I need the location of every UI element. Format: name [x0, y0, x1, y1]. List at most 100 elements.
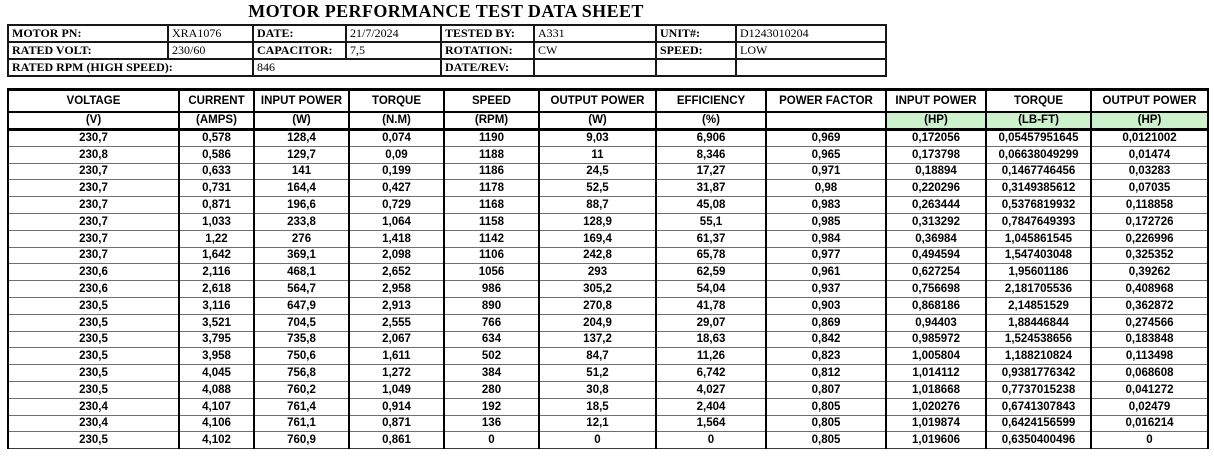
data-cell[interactable]: 0,172056 [885, 129, 987, 147]
data-cell[interactable]: 293 [538, 263, 657, 282]
data-cell[interactable]: 1,188210824 [985, 347, 1092, 366]
data-cell[interactable]: 305,2 [538, 280, 657, 298]
data-cell[interactable]: 384 [443, 364, 540, 382]
data-cell[interactable]: 761,1 [253, 414, 350, 433]
data-cell[interactable]: 0,07035 [1090, 179, 1209, 198]
data-cell[interactable]: 564,7 [253, 280, 350, 298]
data-cell[interactable]: 0,868186 [885, 296, 987, 315]
data-cell[interactable]: 0,871 [178, 196, 255, 214]
data-cell[interactable]: 0,09 [348, 145, 445, 164]
data-cell[interactable]: 0,274566 [1090, 313, 1209, 332]
data-cell[interactable]: 3,958 [178, 347, 255, 366]
data-cell[interactable]: 6,906 [655, 129, 767, 147]
data-cell[interactable]: 11,26 [655, 347, 767, 366]
data-cell[interactable]: 230,5 [7, 380, 180, 399]
data-cell[interactable]: 2,181705536 [985, 280, 1092, 298]
data-cell[interactable]: 230,5 [7, 296, 180, 315]
data-cell[interactable]: 1168 [443, 196, 540, 214]
data-cell[interactable]: 88,7 [538, 196, 657, 214]
data-cell[interactable]: 0,903 [765, 296, 887, 315]
data-cell[interactable]: 1,95601186 [985, 263, 1092, 282]
data-cell[interactable]: 230,8 [7, 145, 180, 164]
data-cell[interactable]: 169,4 [538, 229, 657, 248]
data-cell[interactable]: 0,362872 [1090, 296, 1209, 315]
data-cell[interactable]: 766 [443, 313, 540, 332]
data-cell[interactable]: 0,0121002 [1090, 129, 1209, 147]
data-cell[interactable]: 1,564 [655, 414, 767, 433]
data-cell[interactable]: 136 [443, 414, 540, 433]
data-cell[interactable]: 17,27 [655, 162, 767, 181]
data-cell[interactable]: 750,6 [253, 347, 350, 366]
data-cell[interactable]: 0,983 [765, 196, 887, 214]
data-cell[interactable]: 30,8 [538, 380, 657, 399]
data-cell[interactable]: 0,226996 [1090, 229, 1209, 248]
data-cell[interactable]: 204,9 [538, 313, 657, 332]
data-cell[interactable]: 270,8 [538, 296, 657, 315]
data-cell[interactable]: 1190 [443, 129, 540, 147]
tested-by-value[interactable]: A331 [533, 24, 657, 43]
empty-cell[interactable] [655, 58, 737, 77]
data-cell[interactable]: 0,6741307843 [985, 397, 1092, 416]
data-cell[interactable]: 2,652 [348, 263, 445, 282]
data-cell[interactable]: 0,6424156599 [985, 414, 1092, 433]
data-cell[interactable]: 3,521 [178, 313, 255, 332]
data-cell[interactable]: 1,418 [348, 229, 445, 248]
data-cell[interactable]: 11 [538, 145, 657, 164]
data-cell[interactable]: 0,971 [765, 162, 887, 181]
data-cell[interactable]: 1,88446844 [985, 313, 1092, 332]
data-cell[interactable]: 1178 [443, 179, 540, 198]
data-cell[interactable]: 0,408968 [1090, 280, 1209, 298]
data-cell[interactable]: 230,7 [7, 212, 180, 231]
data-cell[interactable]: 986 [443, 280, 540, 298]
data-cell[interactable]: 233,8 [253, 212, 350, 231]
data-cell[interactable]: 128,4 [253, 129, 350, 147]
data-cell[interactable]: 1106 [443, 246, 540, 265]
data-cell[interactable]: 2,098 [348, 246, 445, 265]
data-cell[interactable]: 31,87 [655, 179, 767, 198]
data-cell[interactable]: 760,9 [253, 431, 350, 450]
data-cell[interactable]: 0,313292 [885, 212, 987, 231]
data-cell[interactable]: 704,5 [253, 313, 350, 332]
data-cell[interactable]: 0,18894 [885, 162, 987, 181]
data-cell[interactable]: 0,06638049299 [985, 145, 1092, 164]
data-cell[interactable]: 128,9 [538, 212, 657, 231]
data-cell[interactable]: 0 [655, 431, 767, 450]
data-cell[interactable]: 0,183848 [1090, 330, 1209, 349]
data-cell[interactable]: 0,01474 [1090, 145, 1209, 164]
empty-cell[interactable] [735, 58, 887, 77]
data-cell[interactable]: 6,742 [655, 364, 767, 382]
data-cell[interactable]: 1,014112 [885, 364, 987, 382]
speed-value[interactable]: LOW [735, 41, 887, 60]
data-cell[interactable]: 0,586 [178, 145, 255, 164]
data-cell[interactable]: 0,977 [765, 246, 887, 265]
data-cell[interactable]: 280 [443, 380, 540, 399]
data-cell[interactable]: 1,020276 [885, 397, 987, 416]
data-cell[interactable]: 230,7 [7, 246, 180, 265]
data-cell[interactable]: 55,1 [655, 212, 767, 231]
data-cell[interactable]: 0,494594 [885, 246, 987, 265]
data-cell[interactable]: 0,7737015238 [985, 380, 1092, 399]
data-cell[interactable]: 1056 [443, 263, 540, 282]
data-cell[interactable]: 1,049 [348, 380, 445, 399]
data-cell[interactable]: 141 [253, 162, 350, 181]
data-cell[interactable]: 0,118858 [1090, 196, 1209, 214]
data-cell[interactable]: 0,627254 [885, 263, 987, 282]
data-cell[interactable]: 24,5 [538, 162, 657, 181]
data-cell[interactable]: 0 [1090, 431, 1209, 450]
data-cell[interactable]: 0,805 [765, 397, 887, 416]
data-cell[interactable]: 12,1 [538, 414, 657, 433]
data-cell[interactable]: 62,59 [655, 263, 767, 282]
data-cell[interactable]: 0,98 [765, 179, 887, 198]
data-cell[interactable]: 1,005804 [885, 347, 987, 366]
data-cell[interactable]: 1,064 [348, 212, 445, 231]
data-cell[interactable]: 1188 [443, 145, 540, 164]
data-cell[interactable]: 230,5 [7, 364, 180, 382]
data-cell[interactable]: 0,6350400496 [985, 431, 1092, 450]
data-cell[interactable]: 230,7 [7, 129, 180, 147]
data-cell[interactable]: 0,633 [178, 162, 255, 181]
data-cell[interactable]: 0,068608 [1090, 364, 1209, 382]
data-cell[interactable]: 230,5 [7, 313, 180, 332]
rated-rpm-value[interactable]: 846 [252, 58, 442, 77]
data-cell[interactable]: 230,5 [7, 431, 180, 450]
data-cell[interactable]: 0,729 [348, 196, 445, 214]
